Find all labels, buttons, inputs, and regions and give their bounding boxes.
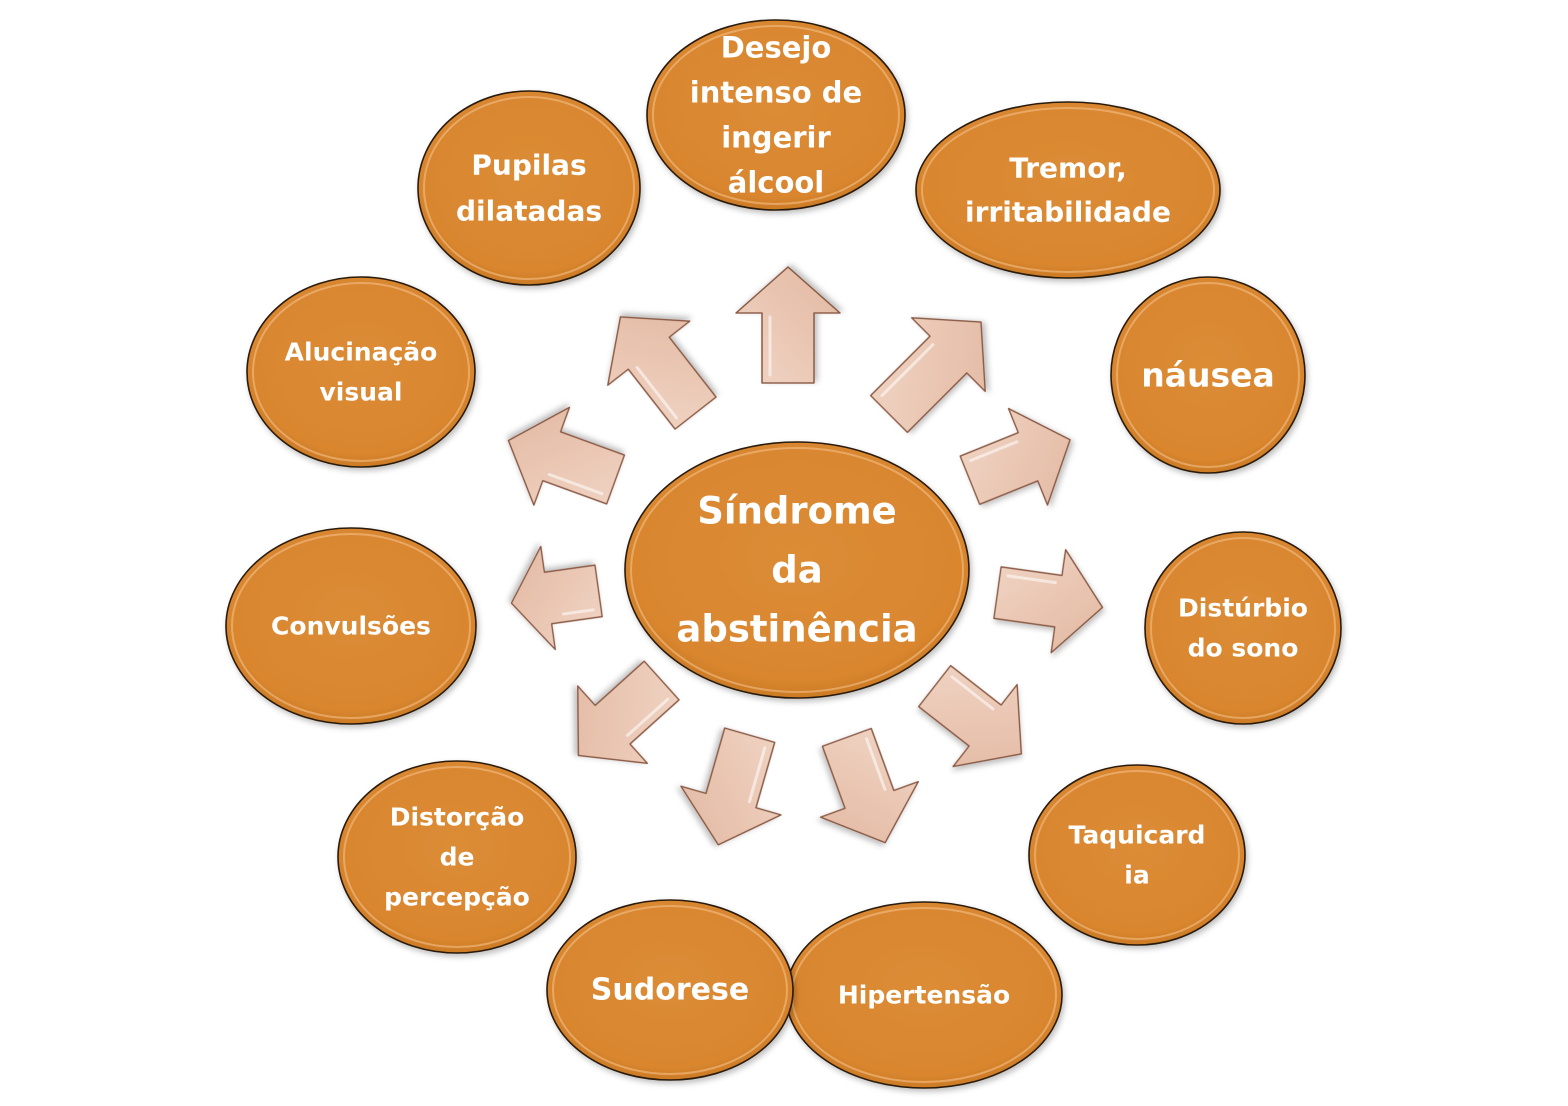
arrow-shape [819,727,919,844]
node-label-line: Distorção [390,803,525,832]
node-label-line: visual [320,378,403,407]
node-hipertensao: Hipertensão [785,901,1063,1089]
node-label-line: dilatadas [456,195,602,228]
node-rim-highlight [423,96,635,280]
node-label-line: intenso de [690,76,862,110]
node-label-line: Alucinação [285,338,438,367]
node-rim-highlight [552,905,788,1075]
node-convulsoes: Convulsões [225,527,477,725]
arrow-shape [510,545,603,651]
node-label-line: náusea [1141,356,1275,395]
node-ellipse [246,276,476,468]
node-rim-highlight [1150,537,1336,719]
node-rim-highlight [252,282,470,462]
arrow-to-disturbio-sono [993,548,1104,654]
arrow-shape [993,548,1104,654]
node-rim-highlight [1034,770,1240,940]
node-ellipse [1110,276,1306,474]
arrow-highlight [747,746,767,804]
arrow-to-sudorese [680,727,782,846]
arrow-shape [607,316,717,430]
node-ellipse [624,441,970,699]
arrow-highlight [969,440,1019,463]
node-taquicardia: Taquicard ia [1028,764,1246,946]
node-rim-highlight [652,25,900,205]
arrow-highlight [547,473,604,496]
arrow-shape [959,407,1071,506]
arrow-highlight [880,343,935,398]
arrow-to-distorcao-percepcao [577,660,680,765]
node-ellipse [225,527,477,725]
node-label-line: Tremor, [1009,152,1127,185]
node-ellipse [1144,531,1342,725]
node-label-line: Pupilas [471,149,586,182]
arrow-highlight [561,608,595,616]
node-ellipse [337,760,577,954]
node-label-line: Taquicard [1069,821,1206,850]
arrow-highlight [626,697,670,737]
node-ellipse [1028,764,1246,946]
arrow-highlight [864,737,887,791]
node-label-line: percepção [384,883,530,912]
node-disturbio-sono: Distúrbio do sono [1144,531,1342,725]
nodes-layer: Desejo intenso de ingerir álcool Tremor, irri… [225,19,1342,1089]
node-ellipse [417,90,641,286]
arrow-shape [869,317,986,434]
arrow-shape [735,266,841,384]
arrow-to-taquicardia [917,664,1023,768]
node-label-line: álcool [728,166,825,200]
arrow-to-alucinacao-visual [507,406,626,506]
node-rim-highlight [630,447,964,693]
node-rim-highlight [343,766,571,948]
node-label-line: do sono [1188,634,1299,663]
arrow-shape [680,727,782,846]
node-label-line: de [440,843,475,872]
node-rim-highlight [231,533,471,719]
node-ellipse [546,899,794,1081]
arrow-highlight [635,365,678,420]
arrow-highlight [950,675,995,711]
arrow-to-convulsoes [510,545,603,651]
node-label-line: Desejo [721,31,832,65]
node-rim-highlight [921,107,1215,273]
arrow-to-hipertensao [819,727,919,844]
node-desejo: Desejo intenso de ingerir álcool [646,19,906,211]
arrow-shape [917,664,1023,768]
arrow-shape [577,660,680,765]
node-label-line: abstinência [676,608,917,651]
center-node: Síndrome da abstinência [624,441,970,699]
arrows-layer [507,266,1104,846]
arrow-to-desejo [735,266,841,384]
arrow-highlight [1006,574,1057,585]
node-rim-highlight [1116,282,1300,468]
node-tremor: Tremor, irritabilidade [915,101,1221,279]
node-label-line: Síndrome [697,490,896,533]
node-label-line: irritabilidade [965,196,1171,229]
node-label-line: ia [1124,861,1149,890]
node-ellipse [915,101,1221,279]
arrow-to-nausea [959,407,1071,506]
node-label-line: da [771,549,822,592]
arrow-to-pupilas-dilatadas [607,316,717,430]
node-label-line: Sudorese [591,973,749,1008]
arrow-shape [507,406,626,506]
node-label-line: Distúrbio [1178,594,1308,623]
node-nausea: náusea [1110,276,1306,474]
node-label-line: ingerir [721,121,831,155]
arrow-to-tremor [869,317,986,434]
node-sudorese: Sudorese [546,899,794,1081]
node-distorcao-percepcao: Distorção de percepção [337,760,577,954]
node-alucinacao-visual: Alucinação visual [246,276,476,468]
node-ellipse [646,19,906,211]
node-label-line: Hipertensão [838,981,1010,1010]
node-pupilas-dilatadas: Pupilas dilatadas [417,90,641,286]
node-label-line: Convulsões [271,612,431,641]
